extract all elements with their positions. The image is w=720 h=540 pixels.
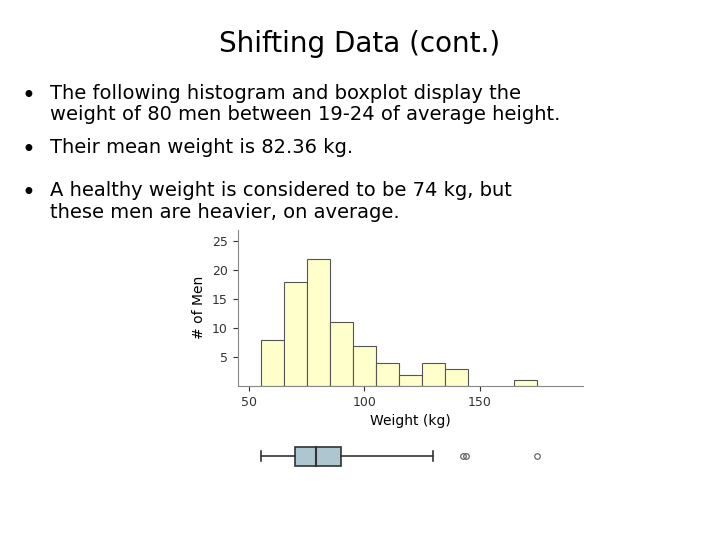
- Bar: [307, 259, 330, 386]
- Bar: [353, 346, 376, 386]
- Text: The following histogram and boxplot display the: The following histogram and boxplot disp…: [50, 84, 521, 103]
- X-axis label: Weight (kg): Weight (kg): [370, 414, 451, 428]
- Bar: [261, 340, 284, 386]
- Bar: [422, 363, 445, 386]
- Bar: [514, 380, 537, 386]
- Text: Shifting Data (cont.): Shifting Data (cont.): [220, 30, 500, 58]
- Text: A healthy weight is considered to be 74 kg, but: A healthy weight is considered to be 74 …: [50, 181, 512, 200]
- Text: •: •: [22, 84, 35, 107]
- Text: weight of 80 men between 19-24 of average height.: weight of 80 men between 19-24 of averag…: [50, 105, 561, 124]
- Bar: [330, 322, 353, 386]
- Text: •: •: [22, 138, 35, 161]
- Bar: [284, 282, 307, 386]
- Text: these men are heavier, on average.: these men are heavier, on average.: [50, 202, 400, 221]
- Text: Their mean weight is 82.36 kg.: Their mean weight is 82.36 kg.: [50, 138, 354, 157]
- Text: •: •: [22, 181, 35, 205]
- Bar: [376, 363, 399, 386]
- Bar: [445, 369, 468, 386]
- Y-axis label: # of Men: # of Men: [192, 276, 207, 340]
- Bar: [295, 447, 341, 466]
- Bar: [399, 375, 422, 386]
